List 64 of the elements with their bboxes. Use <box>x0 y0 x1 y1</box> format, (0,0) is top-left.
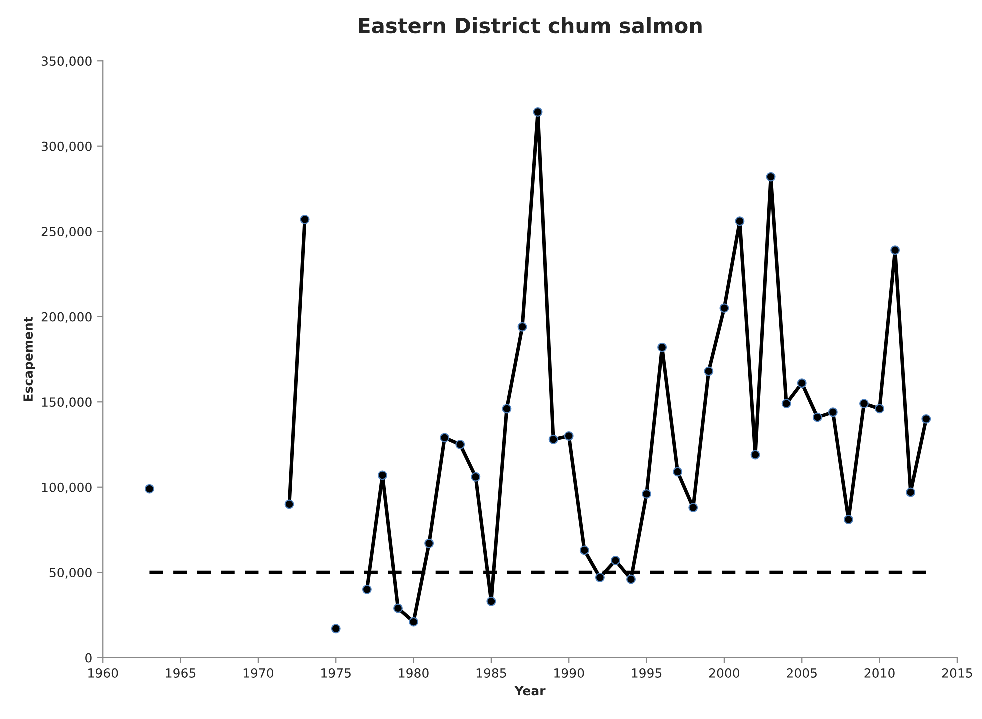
y-tick-label: 300,000 <box>42 142 92 153</box>
point <box>860 399 869 409</box>
point <box>673 467 683 477</box>
point <box>331 624 341 634</box>
point <box>658 342 668 352</box>
point <box>284 500 294 510</box>
x-tick-label: 2010 <box>864 668 895 678</box>
x-tick-label: 2015 <box>942 668 972 678</box>
point <box>875 404 885 414</box>
x-axis-title: Year <box>514 686 546 696</box>
point <box>424 538 434 548</box>
point <box>782 399 792 409</box>
x-tick-label: 2000 <box>709 668 740 678</box>
point <box>735 216 745 226</box>
point <box>564 432 574 441</box>
point <box>456 440 466 450</box>
y-tick-label: 350,000 <box>42 56 92 68</box>
point <box>642 489 652 499</box>
point <box>533 108 543 117</box>
x-tick-label: 1990 <box>554 668 584 678</box>
x-tick-label: 1965 <box>166 668 196 678</box>
point <box>626 574 636 584</box>
point <box>797 378 807 388</box>
point <box>471 472 481 482</box>
y-tick-label: 250,000 <box>42 227 92 238</box>
point <box>362 584 372 594</box>
point <box>906 488 916 498</box>
point <box>922 414 932 424</box>
point <box>580 546 590 556</box>
y-tick-label: 150,000 <box>42 398 92 408</box>
point <box>720 304 730 314</box>
x-tick-label: 1980 <box>399 668 429 678</box>
point <box>844 515 854 524</box>
y-tick-label: 100,000 <box>42 482 92 494</box>
point <box>704 366 714 376</box>
point <box>766 172 776 182</box>
point <box>502 404 512 414</box>
point <box>610 556 620 566</box>
point <box>409 617 418 627</box>
point <box>812 412 822 422</box>
point <box>890 246 900 256</box>
point <box>378 470 388 480</box>
x-tick-label: 1970 <box>244 668 274 678</box>
point <box>486 596 496 606</box>
y-axis-title: Escapement <box>24 316 36 402</box>
point <box>518 322 528 332</box>
y-tick-label: 50,000 <box>50 568 92 579</box>
point <box>595 573 605 582</box>
point <box>828 408 838 418</box>
x-tick-label: 2005 <box>787 668 817 678</box>
point <box>688 503 698 513</box>
point <box>548 434 558 444</box>
point <box>750 450 760 460</box>
point <box>394 604 403 614</box>
point <box>300 214 310 224</box>
x-tick-label: 1975 <box>322 668 351 678</box>
y-tick-label: 200,000 <box>42 312 92 324</box>
x-tick-label: 1960 <box>88 668 118 678</box>
point <box>144 484 154 494</box>
y-tick-label: 0 <box>86 653 92 663</box>
chart-title: Eastern District chum salmon <box>359 18 702 34</box>
x-tick-label: 1995 <box>632 668 662 678</box>
point <box>440 433 450 443</box>
x-tick-label: 1985 <box>476 668 506 678</box>
